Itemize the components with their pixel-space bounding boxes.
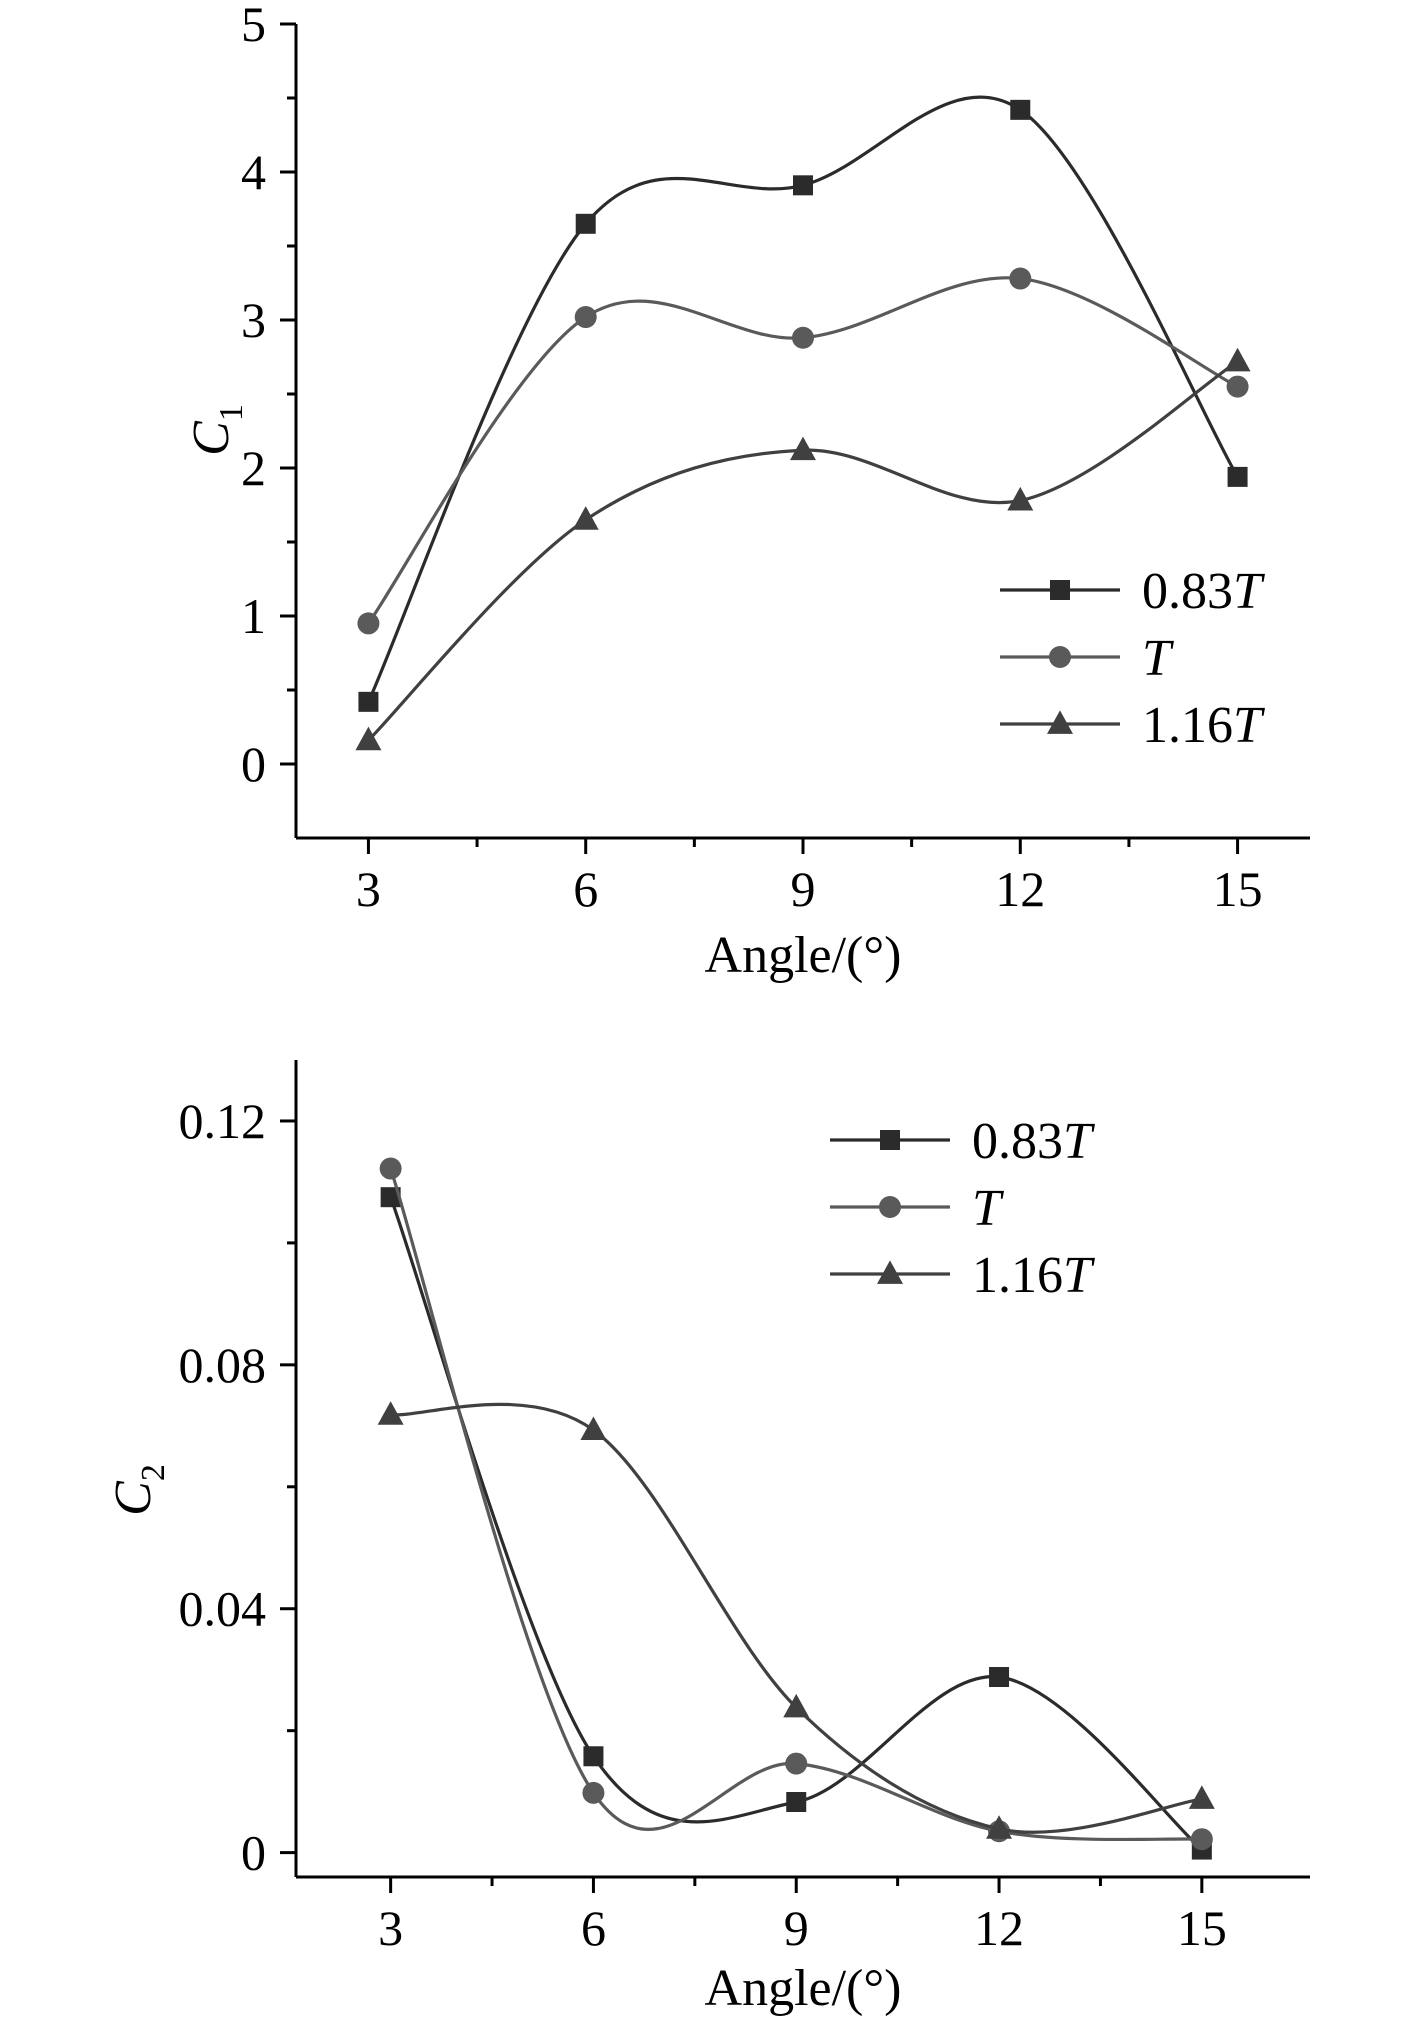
y-axis-title-subscript: 1 [213, 404, 250, 421]
data-point [1227, 466, 1248, 487]
data-point [1226, 375, 1249, 398]
y-axis-title: C1 [183, 404, 250, 456]
data-point [358, 691, 379, 712]
y-axis-title-subscript: 2 [135, 1464, 172, 1481]
y-tick-label: 2 [241, 440, 266, 496]
data-point [790, 436, 816, 461]
data-point [379, 1157, 402, 1180]
x-tick-label: 9 [784, 1900, 809, 1956]
legend-marker [880, 1130, 900, 1150]
data-point [1188, 1785, 1215, 1809]
legend-label-number: 0.83 [972, 1113, 1063, 1170]
legend-label-symbol: T [1233, 563, 1265, 620]
legend-label-number: 1.16 [972, 1247, 1063, 1304]
data-point [582, 1781, 605, 1804]
legend-label-symbol: T [1233, 697, 1265, 754]
legend-label: T [1142, 630, 1174, 687]
y-tick-label: 3 [241, 292, 266, 348]
legend-label-symbol: T [972, 1180, 1004, 1237]
data-point [380, 1187, 401, 1208]
legend-label: T [972, 1180, 1004, 1237]
legend-label-number: 1.16 [1142, 697, 1233, 754]
data-point [785, 1752, 808, 1775]
data-point [574, 306, 597, 329]
data-point [580, 1416, 607, 1440]
y-tick-label: 0.08 [179, 1337, 267, 1393]
data-point [583, 1746, 604, 1767]
legend-marker [877, 1260, 903, 1284]
chart-panel-c2: 3 6 9 12 1500.040.080.12Angle/(°)C20.83TT1.1… [105, 1060, 1310, 2017]
data-point [986, 1815, 1013, 1839]
series-line [389, 1196, 1203, 1851]
legend-label-number: 0.83 [1142, 563, 1233, 620]
x-tick-label: 3 [378, 1900, 403, 1956]
series-line [390, 1402, 1203, 1834]
data-point [792, 326, 814, 349]
data-point [1009, 267, 1032, 290]
y-tick-label: 4 [241, 144, 266, 200]
x-tick-label: 3 [356, 861, 381, 917]
data-point [1190, 1828, 1213, 1851]
y-axis-title-main: C [105, 1480, 162, 1516]
data-point [1224, 347, 1251, 372]
y-tick-label: 0.12 [179, 1093, 267, 1149]
x-tick-label: 9 [791, 861, 816, 917]
series-line [367, 276, 1239, 625]
y-tick-label: 0 [241, 736, 266, 792]
y-axis-title-main: C [183, 420, 240, 456]
series-line [367, 360, 1239, 742]
data-point [575, 213, 596, 234]
y-axis-title: C2 [105, 1464, 172, 1516]
x-axis-title: Angle/(°) [705, 927, 902, 984]
x-tick-label: 6 [573, 861, 598, 917]
legend-marker [1050, 580, 1070, 600]
x-axis-title: Angle/(°) [705, 1960, 902, 2017]
y-tick-label: 0.04 [179, 1581, 267, 1637]
legend-label: 0.83T [972, 1113, 1095, 1170]
legend-label: 1.16T [972, 1247, 1095, 1304]
legend-label-symbol: T [1142, 630, 1174, 687]
legend-label: 0.83T [1142, 563, 1265, 620]
x-tick-label: 12 [995, 861, 1045, 917]
legend-marker [1049, 646, 1071, 668]
legend-marker [1047, 710, 1073, 734]
y-tick-label: 0 [241, 1825, 266, 1881]
x-tick-label: 15 [1177, 1900, 1227, 1956]
data-point [377, 1401, 404, 1425]
data-point [355, 726, 382, 751]
data-point [783, 1693, 810, 1718]
data-point [357, 612, 380, 635]
x-tick-label: 12 [974, 1900, 1024, 1956]
data-point [572, 506, 599, 530]
x-tick-label: 15 [1213, 861, 1263, 917]
legend-marker [879, 1196, 901, 1218]
data-point [786, 1792, 807, 1813]
y-tick-label: 5 [241, 0, 266, 52]
x-tick-label: 6 [581, 1900, 606, 1956]
data-point [989, 1667, 1010, 1688]
legend-label: 1.16T [1142, 697, 1265, 754]
legend-label-symbol: T [1063, 1113, 1095, 1170]
y-tick-label: 1 [241, 588, 266, 644]
data-point [1007, 486, 1034, 511]
data-point [793, 175, 813, 196]
series-line [389, 1168, 1202, 1842]
data-point [1010, 99, 1031, 120]
legend-label-symbol: T [1063, 1247, 1095, 1304]
